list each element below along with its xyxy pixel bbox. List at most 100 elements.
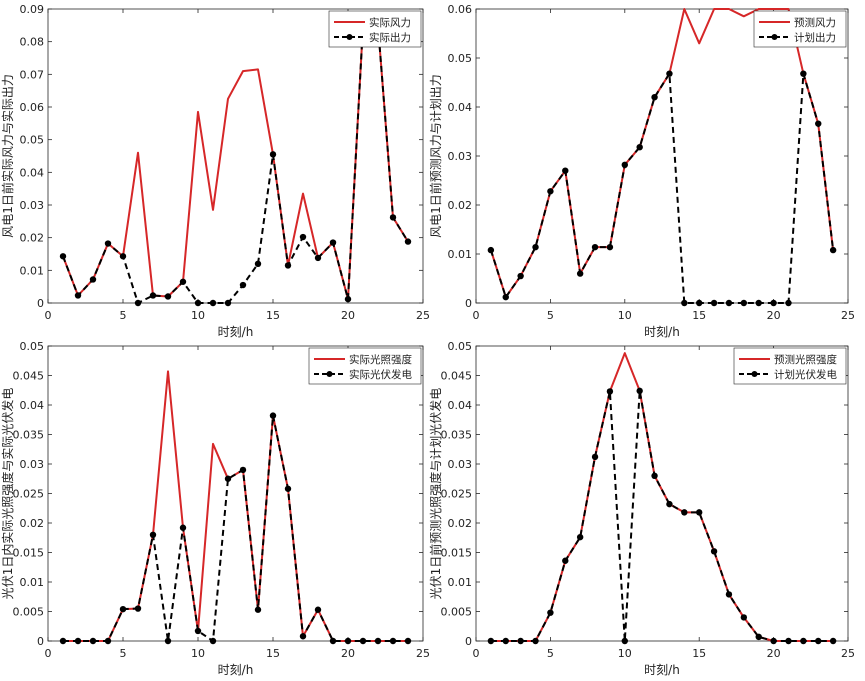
y-tick-label: 0.07 xyxy=(20,68,45,81)
x-tick-label: 15 xyxy=(266,647,280,660)
data-point xyxy=(389,214,397,221)
data-point xyxy=(194,299,202,307)
data-point xyxy=(164,637,172,645)
x-tick-label: 5 xyxy=(120,647,127,660)
data-point xyxy=(59,253,67,260)
data-point xyxy=(740,299,748,307)
x-tick-label: 0 xyxy=(45,309,52,322)
data-point xyxy=(710,299,718,307)
data-point xyxy=(696,509,703,516)
data-point xyxy=(224,475,232,482)
legend-box xyxy=(328,10,422,48)
x-tick-label: 0 xyxy=(473,309,480,322)
chart-4: 0 5 10 15 20 25 0 0.005 0.01 0.015 0.02 0.025 0.03 0.… xyxy=(428,340,855,677)
y-tick-label: 0.08 xyxy=(20,36,45,49)
chart-2: 0 5 10 15 20 25 0 0.01 0.02 0.03 0.04 0.05 0.06 时刻/h 风… xyxy=(428,3,855,339)
x-tick-label: 10 xyxy=(618,309,632,322)
legend-box xyxy=(753,10,847,48)
data-point xyxy=(785,637,792,645)
data-point xyxy=(104,240,112,247)
legend-box xyxy=(308,347,422,385)
x-tick-label: 15 xyxy=(692,309,706,322)
x-axis-label: 时刻/h xyxy=(218,663,254,677)
x-tick-label: 5 xyxy=(547,309,554,322)
x-tick-label: 25 xyxy=(416,309,430,322)
data-point xyxy=(636,143,643,151)
data-point xyxy=(517,637,524,645)
data-point xyxy=(239,466,247,474)
data-point xyxy=(725,299,733,307)
y-tick-label: 0.01 xyxy=(20,264,45,277)
data-point xyxy=(149,292,157,299)
legend-label: 预测光照强度 xyxy=(774,353,837,366)
data-point xyxy=(666,70,673,77)
x-tick-label: 10 xyxy=(191,309,205,322)
x-axis-label: 时刻/h xyxy=(644,663,680,677)
data-point xyxy=(547,609,554,616)
x-tick-label: 20 xyxy=(341,647,355,660)
data-point xyxy=(681,509,688,516)
legend-marker xyxy=(771,34,778,40)
data-point xyxy=(404,637,412,645)
data-point xyxy=(621,637,628,645)
x-tick-label: 10 xyxy=(191,647,205,660)
data-point xyxy=(314,254,322,262)
data-point xyxy=(284,485,292,492)
data-point xyxy=(389,637,397,645)
data-point xyxy=(134,299,142,307)
legend-label: 实际光照强度 xyxy=(349,353,412,366)
data-point xyxy=(374,637,382,645)
y-tick-label: 0.03 xyxy=(448,150,473,163)
data-point xyxy=(785,299,792,307)
data-point xyxy=(119,253,127,260)
data-point xyxy=(299,233,307,241)
data-point xyxy=(329,637,337,645)
series-line-plan xyxy=(489,72,835,304)
data-point xyxy=(89,637,97,645)
y-tick-label: 0.035 xyxy=(13,429,45,442)
data-point xyxy=(179,524,187,531)
y-tick-label: 0.09 xyxy=(20,3,45,16)
data-point xyxy=(74,637,82,645)
data-point xyxy=(681,299,688,307)
plot-area xyxy=(47,8,424,304)
legend-label: 实际光伏发电 xyxy=(349,368,412,381)
y-tick-label: 0.03 xyxy=(20,199,45,212)
y-tick-label: 0.025 xyxy=(441,488,473,501)
data-point xyxy=(576,270,584,277)
y-tick-label: 0.015 xyxy=(441,547,473,560)
x-axis-label: 时刻/h xyxy=(644,325,680,339)
data-point xyxy=(164,293,172,300)
y-tick-label: 0.005 xyxy=(441,606,473,619)
legend-label: 计划光伏发电 xyxy=(774,368,837,381)
y-axis-label: 风电1日前实际风力与实际出力 xyxy=(0,74,15,238)
data-point xyxy=(591,453,599,461)
y-tick-label: 0.01 xyxy=(20,576,45,589)
data-point xyxy=(344,295,352,303)
y-tick-label: 0.06 xyxy=(20,101,45,114)
data-point xyxy=(299,633,307,640)
y-axis-label: 风电1日前预测风力与计划出力 xyxy=(428,74,443,238)
data-point xyxy=(502,293,509,301)
x-tick-label: 20 xyxy=(341,309,355,322)
data-point xyxy=(209,299,217,307)
data-point xyxy=(725,591,733,598)
data-point xyxy=(606,388,614,395)
y-tick-label: 0.05 xyxy=(448,340,473,353)
y-tick-label: 0 xyxy=(37,297,44,310)
data-point xyxy=(119,605,127,613)
data-point xyxy=(829,246,837,254)
data-point xyxy=(404,238,412,245)
data-point xyxy=(329,239,337,246)
data-point xyxy=(487,637,495,645)
x-tick-label: 25 xyxy=(416,647,430,660)
data-point xyxy=(487,246,495,254)
data-point xyxy=(829,637,837,645)
y-tick-label: 0 xyxy=(465,297,472,310)
y-tick-label: 0.03 xyxy=(448,458,473,471)
data-point xyxy=(651,472,658,479)
legend-marker xyxy=(346,34,353,40)
